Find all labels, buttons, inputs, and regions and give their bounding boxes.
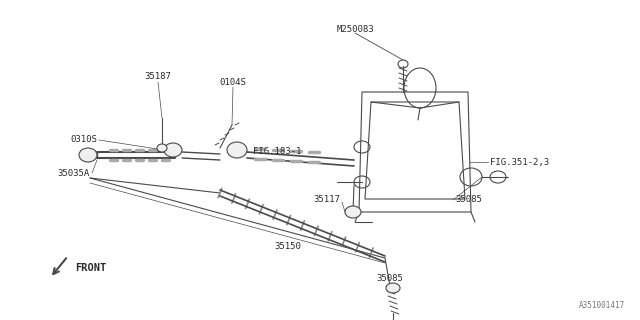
Text: 0104S: 0104S xyxy=(220,78,246,87)
Text: 35117: 35117 xyxy=(313,196,340,204)
Text: 35085: 35085 xyxy=(376,274,403,283)
Text: FRONT: FRONT xyxy=(75,263,106,273)
Text: M250083: M250083 xyxy=(336,25,374,34)
Text: 0310S: 0310S xyxy=(70,135,97,145)
Text: FIG.351-2,3: FIG.351-2,3 xyxy=(490,157,549,166)
Ellipse shape xyxy=(164,143,182,157)
Text: 35150: 35150 xyxy=(275,242,301,251)
Ellipse shape xyxy=(386,283,400,293)
Text: FIG.183-1: FIG.183-1 xyxy=(253,148,301,156)
Ellipse shape xyxy=(157,144,167,152)
Text: 35187: 35187 xyxy=(145,72,172,81)
Text: A351001417: A351001417 xyxy=(579,301,625,310)
Text: 35085: 35085 xyxy=(455,196,482,204)
Text: 35035A: 35035A xyxy=(58,169,90,178)
Ellipse shape xyxy=(345,206,361,218)
Ellipse shape xyxy=(227,142,247,158)
Ellipse shape xyxy=(79,148,97,162)
